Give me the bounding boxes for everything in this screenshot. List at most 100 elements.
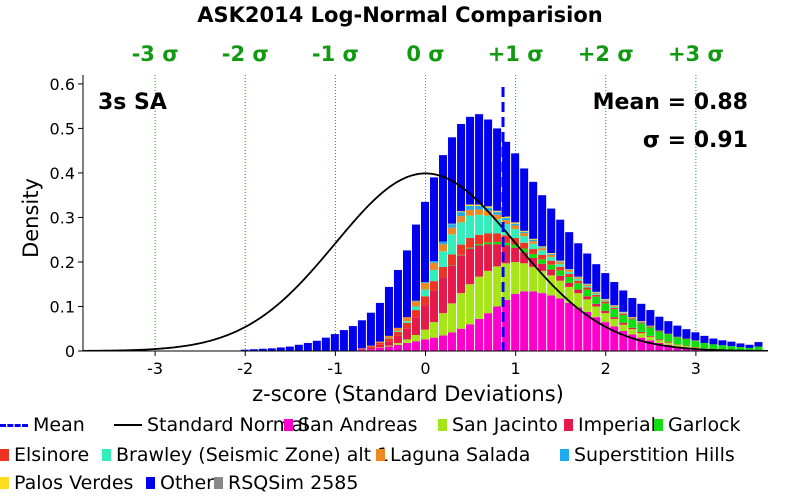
histogram-bar-segment	[529, 291, 538, 351]
legend-item: Elsinore	[0, 442, 89, 468]
legend-item: Garlock	[654, 412, 741, 438]
histogram-bar-segment	[348, 326, 357, 351]
histogram-bar-segment	[637, 331, 646, 334]
histogram-bar-segment	[384, 335, 393, 339]
histogram-bar-segment	[475, 204, 484, 206]
histogram-bar-segment	[610, 306, 619, 307]
histogram-bar-segment	[384, 346, 393, 351]
histogram-bar-segment	[556, 262, 565, 265]
histogram-bar-segment	[402, 317, 411, 322]
histogram-bar-segment	[574, 293, 583, 308]
histogram-bar-segment	[673, 346, 682, 351]
histogram-bar-segment	[457, 216, 466, 223]
histogram-bar-segment	[511, 223, 520, 226]
histogram-bar-segment	[402, 250, 411, 318]
histogram-bar-segment	[511, 225, 520, 230]
y-tick-label: 0	[65, 342, 75, 361]
histogram-bar-segment	[430, 337, 439, 351]
histogram-bar-segment	[375, 302, 384, 342]
histogram-bar-segment	[448, 303, 457, 333]
histogram-bar-segment	[484, 313, 493, 351]
histogram-bar-segment	[682, 338, 691, 346]
histogram-bar-segment	[448, 227, 457, 235]
histogram-bar-segment	[565, 286, 574, 303]
histogram-bar-segment	[754, 342, 763, 347]
histogram-bar-segment	[556, 275, 565, 281]
histogram-bar-segment	[520, 233, 529, 237]
histogram-bar-segment	[366, 346, 375, 348]
histogram-bar-segment	[439, 277, 448, 314]
histogram-bar-segment	[502, 216, 511, 218]
histogram-bar-segment	[646, 327, 655, 336]
legend-item: San Jacinto	[438, 412, 558, 438]
histogram-bar-segment	[393, 335, 402, 343]
histogram-bar-segment	[637, 333, 646, 338]
histogram-bar-segment	[664, 341, 673, 343]
histogram-bar-segment	[736, 343, 745, 347]
histogram-bar-segment	[285, 346, 294, 351]
histogram-bar-segment	[520, 242, 529, 249]
histogram-bar-segment	[375, 341, 384, 343]
histogram-bar-segment	[619, 290, 628, 312]
histogram-bar-segment	[402, 322, 411, 329]
histogram-bar-segment	[556, 270, 565, 276]
histogram-bar-segment	[691, 332, 700, 341]
histogram-bar-segment	[745, 347, 754, 351]
legend-line-swatch	[0, 423, 28, 427]
histogram-bar-segment	[646, 340, 655, 351]
histogram-bar-segment	[682, 346, 691, 348]
histogram-bar-segment	[384, 286, 393, 336]
histogram-bar-segment	[664, 342, 673, 345]
histogram-bar-segment	[655, 342, 664, 351]
histogram-bar-segment	[583, 284, 592, 287]
legend-label: Elsinore	[14, 444, 90, 466]
histogram-bar-segment	[502, 141, 511, 217]
histogram-bar-segment	[520, 168, 529, 231]
histogram-bar-segment	[601, 301, 610, 304]
histogram-bar-segment	[583, 286, 592, 288]
histogram-bar-segment	[547, 253, 556, 254]
legend-swatch	[0, 449, 9, 461]
histogram-bar-segment	[565, 302, 574, 351]
histogram-bar-segment	[430, 177, 439, 262]
histogram-bar-segment	[511, 247, 520, 262]
histogram-bar-segment	[493, 214, 502, 220]
histogram-bar-segment	[339, 330, 348, 351]
histogram-bar-segment	[628, 334, 637, 351]
histogram-bar-segment	[448, 254, 457, 266]
histogram-bar-segment	[556, 280, 565, 299]
histogram-bar-segment	[493, 244, 502, 267]
histogram-bar-segment	[420, 339, 429, 351]
legend-label: RSQSim 2585	[228, 472, 359, 494]
histogram-bar-segment	[457, 293, 466, 329]
sigma-label: +2 σ	[578, 42, 634, 66]
histogram-bar-segment	[610, 317, 619, 319]
histogram-bar-segment	[556, 298, 565, 351]
histogram-bar-segment	[529, 266, 538, 292]
histogram-bar-segment	[439, 335, 448, 351]
histogram-bar-segment	[484, 270, 493, 314]
mean-annotation: Mean = 0.88	[593, 90, 748, 115]
histogram-bar-segment	[637, 303, 646, 322]
histogram-bar-segment	[592, 294, 601, 297]
histogram-bar-segment	[556, 266, 565, 271]
legend-item: Mean	[0, 412, 85, 438]
histogram-bar-segment	[420, 289, 429, 297]
histogram-bar-segment	[592, 296, 601, 304]
histogram-bar-segment	[475, 244, 484, 246]
y-tick-label: 0.5	[50, 119, 75, 138]
sigma-label: -1 σ	[312, 42, 359, 66]
legend-swatch	[146, 477, 155, 489]
histogram-bar-segment	[538, 263, 547, 271]
histogram-bar-segment	[448, 332, 457, 351]
legend-swatch	[0, 477, 9, 489]
histogram-bar-segment	[754, 346, 763, 351]
legend-swatch	[438, 419, 447, 431]
histogram-bar-segment	[276, 347, 285, 351]
histogram-bar-segment	[466, 209, 475, 216]
histogram-bar-segment	[402, 328, 411, 340]
histogram-bar-segment	[493, 306, 502, 351]
legend-label: Garlock	[668, 414, 741, 436]
histogram-bar-segment	[547, 260, 556, 265]
histogram-bar-segment	[457, 123, 466, 212]
